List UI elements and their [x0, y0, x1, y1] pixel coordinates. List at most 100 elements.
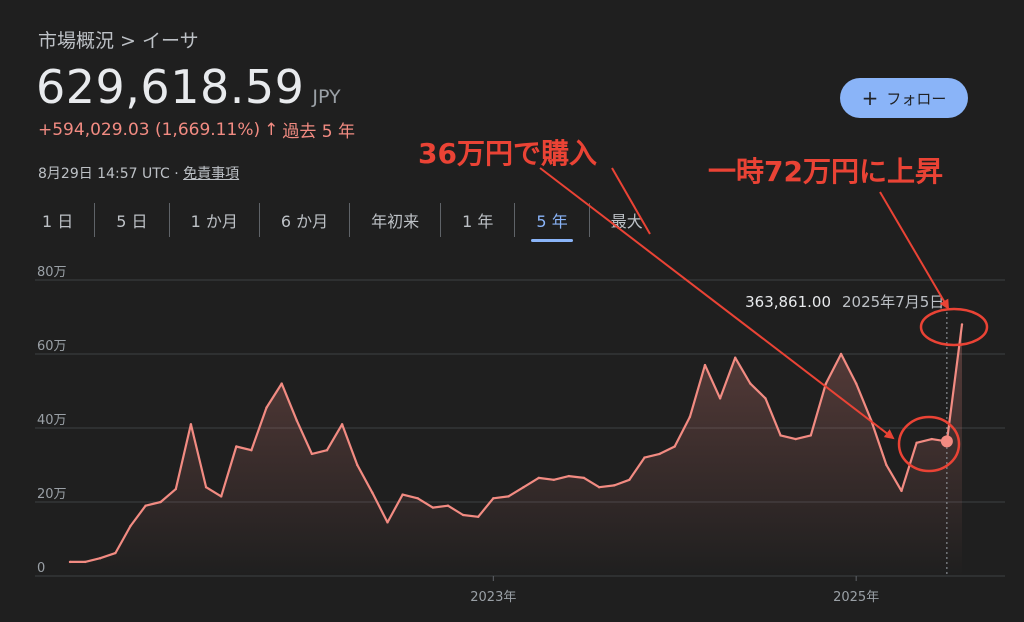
data-point: [507, 495, 510, 498]
data-point: [99, 557, 102, 560]
y-tick-label: 60万: [37, 339, 67, 354]
data-point: [83, 560, 87, 564]
data-point: [386, 521, 389, 524]
tab-6m[interactable]: 6 か月: [258, 203, 349, 237]
data-point: [613, 484, 616, 487]
buy-point-circle: [897, 415, 961, 473]
price-area-fill: [70, 324, 962, 576]
peak-circle: [919, 307, 989, 347]
tab-1y[interactable]: 1 年: [440, 203, 514, 237]
data-point: [159, 500, 162, 504]
data-point: [356, 463, 359, 467]
data-point: [235, 445, 238, 448]
data-point: [371, 491, 374, 494]
timestamp: 8月29日 14:57 UTC: [38, 166, 170, 182]
x-tick-label: 2023年: [470, 590, 516, 605]
data-point: [416, 497, 419, 500]
data-point: [250, 449, 253, 452]
data-point: [477, 515, 480, 518]
data-point: [446, 504, 450, 507]
data-point: [734, 356, 737, 359]
data-point: [688, 415, 692, 419]
change-value: +594,029.03 (1,669.11%): [38, 119, 261, 140]
tab-max[interactable]: 最大: [588, 203, 664, 237]
arrow-up-icon: ↑: [264, 119, 279, 140]
x-tick-label: 2025年: [833, 590, 879, 605]
data-point: [779, 434, 782, 437]
data-point: [492, 497, 495, 500]
follow-button-label: フォロー: [886, 89, 947, 108]
data-point: [824, 382, 828, 385]
data-point: [854, 382, 858, 385]
data-point: [597, 486, 601, 489]
data-point: [537, 476, 540, 480]
hover-value: 363,861.00: [745, 293, 831, 311]
data-point: [900, 489, 903, 493]
buy-annotation: 36万円で購入: [418, 137, 597, 170]
time-range-tabs: 1 日 5 日 1 か月 6 か月 年初来 1 年 5 年 最大: [38, 200, 664, 242]
data-point: [325, 449, 329, 452]
peak-arrow: [879, 191, 950, 310]
data-point: [582, 476, 586, 480]
change-period: 過去 5 年: [282, 122, 355, 142]
tab-1d[interactable]: 1 日: [42, 212, 74, 231]
disclaimer-link[interactable]: 免責事項: [183, 166, 240, 182]
buy-arrow: [539, 167, 895, 440]
data-point: [461, 513, 465, 517]
price-change: +594,029.03 (1,669.11%) ↑ 過去 5 年: [38, 117, 355, 143]
data-point: [764, 397, 767, 400]
data-point: [129, 524, 132, 528]
data-point: [885, 463, 888, 467]
data-point: [930, 437, 933, 441]
y-tick-label: 40万: [37, 413, 67, 428]
data-point: [794, 437, 797, 441]
meta-row: 8月29日 14:57 UTC · 免責事項: [38, 163, 239, 183]
y-tick-label: 20万: [37, 487, 67, 502]
breadcrumb[interactable]: 市場概況 > イーサ: [38, 30, 199, 52]
data-point: [340, 423, 344, 426]
data-point: [174, 487, 178, 491]
data-point: [431, 506, 435, 509]
hover-point: [940, 435, 953, 448]
meta-separator: ·: [174, 166, 179, 182]
data-point: [114, 551, 117, 555]
data-point: [658, 452, 661, 456]
buy-arrow-short: [611, 167, 651, 235]
data-point: [189, 423, 193, 426]
data-point: [522, 486, 525, 489]
data-point: [915, 441, 918, 444]
data-point: [839, 352, 843, 356]
data-point: [204, 486, 208, 489]
data-point: [718, 397, 722, 400]
data-point: [310, 452, 314, 456]
data-point: [628, 478, 631, 481]
tab-1m[interactable]: 1 か月: [168, 203, 259, 237]
data-point: [144, 504, 147, 507]
data-point: [643, 456, 646, 459]
data-point: [749, 382, 752, 385]
data-point: [552, 478, 555, 481]
y-tick-label: 80万: [37, 265, 67, 280]
data-point: [68, 560, 72, 564]
tab-5d[interactable]: 5 日: [94, 203, 168, 237]
plus-icon: +: [861, 86, 879, 110]
tab-5y[interactable]: 5 年: [514, 203, 588, 242]
currency-label: JPY: [312, 86, 341, 108]
price-line: [70, 324, 964, 563]
peak-annotation: 一時72万円に上昇: [708, 155, 943, 188]
data-point: [673, 445, 676, 448]
data-point: [703, 363, 707, 367]
data-point: [295, 419, 298, 422]
tab-ytd[interactable]: 年初来: [349, 203, 440, 237]
y-tick-label: 0: [37, 561, 45, 576]
data-point: [280, 382, 283, 385]
follow-button[interactable]: + フォロー: [840, 78, 968, 118]
data-point: [219, 495, 223, 498]
data-point: [960, 323, 964, 326]
data-point: [809, 434, 813, 437]
data-point: [401, 493, 404, 496]
hover-date: 2025年7月5日: [842, 293, 944, 311]
data-point: [567, 474, 571, 478]
price-row: 629,618.59 JPY: [36, 60, 341, 114]
